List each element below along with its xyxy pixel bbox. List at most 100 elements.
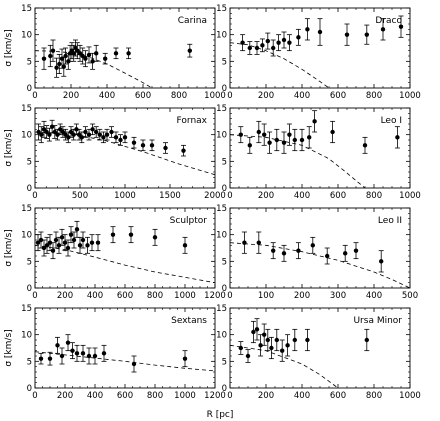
data-point bbox=[305, 27, 310, 32]
data-point bbox=[65, 245, 71, 251]
x-tick-label: 0 bbox=[227, 91, 232, 101]
data-point bbox=[287, 40, 292, 45]
data-point bbox=[56, 243, 62, 248]
y-tick-label: 0 bbox=[222, 284, 227, 294]
data-point bbox=[344, 32, 350, 37]
data-point bbox=[187, 48, 192, 53]
data-point bbox=[103, 56, 108, 61]
x-tick-label: 400 bbox=[294, 391, 310, 401]
data-point bbox=[317, 29, 323, 35]
data-point bbox=[131, 361, 137, 367]
x-tick-label: 600 bbox=[135, 91, 151, 101]
panel-title: Fornax bbox=[177, 116, 208, 126]
x-tick-label: 400 bbox=[99, 91, 115, 101]
data-point bbox=[36, 129, 41, 135]
data-point bbox=[267, 140, 272, 145]
data-point bbox=[269, 345, 274, 351]
data-point bbox=[55, 132, 60, 137]
panel-leo-i: 0 200 400 600 800 1000 0 5 10 15 Leo I bbox=[216, 104, 421, 201]
data-point bbox=[47, 132, 52, 137]
data-point bbox=[287, 132, 292, 137]
x-tick-label: 1000 bbox=[204, 91, 226, 101]
x-tick-label: 1000 bbox=[114, 191, 136, 201]
x-tick-label: 200 bbox=[57, 291, 73, 301]
y-tick-label: 10 bbox=[216, 131, 227, 141]
x-tick-label: 2000 bbox=[204, 191, 226, 201]
x-tick-label: 0 bbox=[32, 191, 37, 201]
data-point bbox=[61, 64, 66, 69]
data-point bbox=[66, 135, 71, 140]
data-point bbox=[55, 343, 60, 348]
x-tick-label: 800 bbox=[366, 191, 382, 201]
y-tick-label: 10 bbox=[21, 131, 32, 141]
data-point bbox=[60, 129, 66, 135]
data-point bbox=[181, 148, 186, 153]
data-point bbox=[251, 329, 256, 335]
x-tick-label: 200 bbox=[258, 391, 274, 401]
data-point bbox=[254, 327, 260, 332]
y-tick-label: 0 bbox=[27, 284, 32, 294]
shared-x-axis-label: R [pc] bbox=[207, 410, 234, 420]
data-point bbox=[75, 48, 80, 53]
x-tick-label: 200 bbox=[258, 91, 274, 101]
y-tick-label: 5 bbox=[27, 357, 32, 367]
data-point bbox=[41, 245, 47, 251]
data-point bbox=[59, 235, 65, 240]
data-point bbox=[274, 337, 279, 343]
data-point bbox=[48, 53, 53, 59]
data-point bbox=[398, 24, 404, 29]
data-point bbox=[38, 237, 44, 243]
data-point bbox=[71, 237, 77, 243]
data-point bbox=[149, 143, 155, 148]
data-point bbox=[271, 45, 276, 51]
data-point bbox=[353, 248, 359, 253]
x-tick-label: 1500 bbox=[159, 191, 181, 201]
y-tick-label: 15 bbox=[21, 204, 32, 214]
data-point bbox=[325, 253, 330, 259]
data-point bbox=[126, 51, 131, 56]
data-point bbox=[41, 56, 47, 61]
data-point bbox=[262, 132, 267, 137]
panel-title: Leo I bbox=[381, 116, 402, 126]
data-point bbox=[110, 232, 116, 237]
data-point bbox=[305, 337, 310, 343]
y-tick-label: 15 bbox=[216, 204, 227, 214]
y-tick-label: 15 bbox=[21, 104, 32, 114]
data-point bbox=[285, 343, 290, 348]
panel-title: Sculptor bbox=[170, 216, 208, 226]
data-point bbox=[182, 356, 188, 361]
x-tick-label: 800 bbox=[366, 91, 382, 101]
y-tick-label: 0 bbox=[222, 384, 227, 394]
model-curve bbox=[230, 242, 410, 288]
data-point bbox=[274, 137, 279, 143]
data-point bbox=[292, 337, 297, 343]
data-point bbox=[59, 56, 65, 61]
data-point bbox=[62, 240, 68, 245]
model-curve bbox=[230, 344, 339, 388]
panel-title: Leo II bbox=[378, 216, 402, 226]
data-point bbox=[85, 243, 90, 248]
data-point bbox=[47, 240, 53, 245]
data-point bbox=[380, 27, 386, 32]
x-tick-label: 400 bbox=[294, 191, 310, 201]
data-point bbox=[281, 140, 287, 145]
data-point bbox=[71, 132, 76, 137]
data-point bbox=[95, 240, 101, 245]
x-tick-label: 0 bbox=[32, 91, 37, 101]
data-point bbox=[247, 45, 252, 51]
data-point bbox=[238, 132, 243, 137]
data-point bbox=[260, 43, 265, 48]
y-tick-label: 5 bbox=[27, 157, 32, 167]
model-curve bbox=[230, 134, 366, 188]
model-curve bbox=[230, 42, 330, 88]
data-point bbox=[362, 143, 368, 148]
data-point bbox=[94, 51, 99, 56]
model-curve bbox=[35, 351, 215, 372]
data-point bbox=[379, 259, 384, 264]
y-tick-label: 10 bbox=[216, 331, 227, 341]
data-point bbox=[310, 243, 315, 248]
y-tick-label: 15 bbox=[216, 104, 227, 114]
data-point bbox=[52, 129, 57, 135]
data-point bbox=[94, 129, 99, 135]
